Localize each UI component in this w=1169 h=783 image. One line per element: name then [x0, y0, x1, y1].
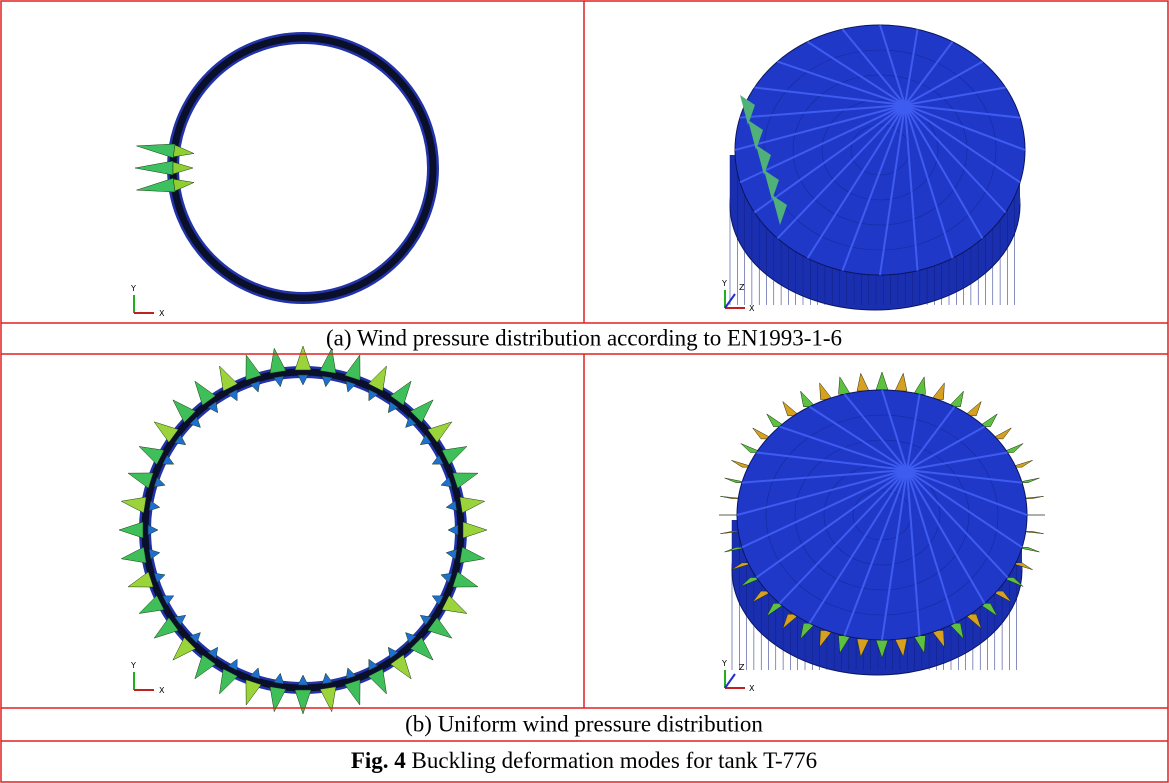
spike	[446, 501, 457, 511]
triad-x: X	[159, 686, 165, 695]
figure-label: Fig. 4	[351, 748, 406, 773]
triad-z: Z	[739, 663, 745, 672]
figure: Y X Y Z X Y X Y Z X (a) Wind pressure distributio…	[0, 0, 1169, 783]
triad-x: X	[749, 684, 755, 693]
spike	[136, 178, 175, 192]
spike	[173, 162, 193, 174]
triad-x: X	[159, 309, 165, 318]
spike	[460, 547, 485, 563]
spike	[446, 549, 457, 559]
spike	[298, 675, 308, 685]
rim-spike	[820, 383, 833, 400]
spike	[173, 179, 194, 191]
rim-spike	[895, 373, 907, 391]
axis-z	[725, 674, 735, 688]
figure-caption: Fig. 4 Buckling deformation modes for ta…	[351, 748, 817, 773]
spike	[295, 346, 311, 370]
rim-spike	[857, 373, 869, 391]
spike	[322, 376, 332, 387]
triad-z: Z	[739, 283, 745, 292]
spike	[274, 376, 284, 387]
spike	[448, 525, 458, 535]
figure-text: Buckling deformation modes for tank T-77…	[412, 748, 818, 773]
spike	[121, 497, 146, 513]
spike	[136, 144, 175, 158]
spike	[121, 547, 146, 563]
spike	[274, 673, 284, 684]
ring-core	[145, 372, 461, 688]
spike	[298, 375, 308, 385]
caption-b: (b) Uniform wind pressure distribution	[405, 711, 763, 736]
rim-spike	[838, 377, 850, 394]
triad-y: Y	[721, 279, 727, 288]
spike	[460, 497, 485, 513]
rim-spike	[914, 377, 926, 394]
rim-spike	[931, 383, 944, 400]
caption-a: (a) Wind pressure distribution according…	[326, 325, 842, 350]
spike	[119, 522, 143, 538]
spike	[322, 673, 332, 684]
spike	[149, 501, 160, 511]
spike	[320, 348, 336, 373]
triad-y: Y	[721, 659, 727, 668]
ring-core	[173, 38, 433, 298]
spike	[149, 549, 160, 559]
spike	[173, 145, 194, 157]
triad-y: Y	[130, 284, 136, 293]
spike	[295, 690, 311, 714]
spike	[148, 525, 158, 535]
spike	[135, 161, 173, 175]
rim-spike	[876, 372, 888, 390]
spike	[270, 348, 286, 373]
spike	[463, 522, 487, 538]
triad-x: X	[749, 304, 755, 313]
triad-y: Y	[130, 661, 136, 670]
artwork: Y X Y Z X Y X Y Z X	[119, 25, 1045, 714]
